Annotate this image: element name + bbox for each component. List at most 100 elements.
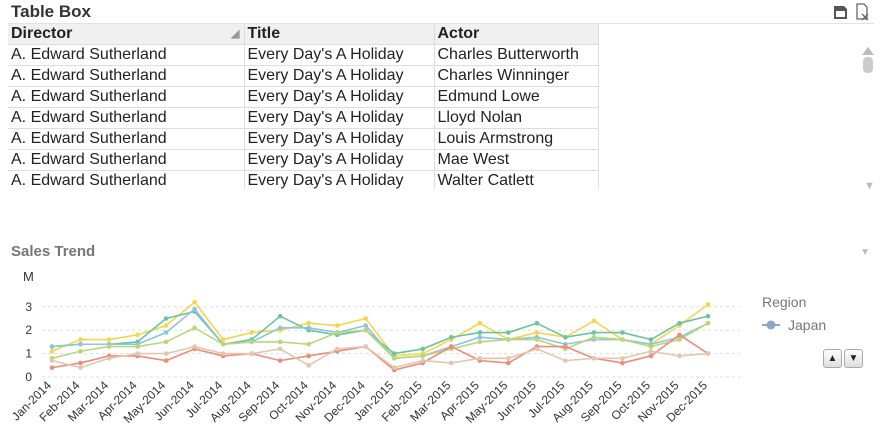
data-point xyxy=(420,346,426,352)
cell-director[interactable]: A. Edward Sutherland xyxy=(8,170,245,189)
data-point xyxy=(591,334,597,340)
data-point xyxy=(648,337,654,342)
table-box-toolbar xyxy=(832,2,872,22)
scroll-down-button[interactable]: ▼ xyxy=(844,349,863,368)
data-point xyxy=(363,316,369,321)
series-line xyxy=(51,300,709,357)
cell-actor[interactable]: Mae West xyxy=(434,149,599,171)
data-point xyxy=(163,339,169,345)
column-header-title[interactable]: Title xyxy=(244,24,435,45)
data-point xyxy=(106,337,112,342)
cell-actor[interactable]: Edmund Lowe xyxy=(434,86,599,108)
data-point xyxy=(506,330,511,335)
legend-marker-icon xyxy=(762,320,780,330)
cell-title[interactable]: Every Day's A Holiday xyxy=(244,107,435,129)
data-point xyxy=(277,346,283,352)
data-point xyxy=(249,351,254,356)
chart-menu-arrow-icon[interactable]: ▼ xyxy=(860,247,870,258)
table-row[interactable]: A. Edward Sutherland Every Day's A Holida… xyxy=(8,149,599,171)
data-point xyxy=(563,344,568,349)
data-point xyxy=(563,334,568,340)
data-point xyxy=(534,337,540,342)
data-point xyxy=(705,313,711,319)
scrollbar-thumb[interactable] xyxy=(861,47,875,73)
data-point xyxy=(78,337,83,342)
data-point xyxy=(705,302,711,307)
data-point xyxy=(648,348,654,354)
table-box-grid: Director ◢ Title Actor A. Edward Sutherla… xyxy=(8,24,608,189)
y-tick-label: 2 xyxy=(25,323,32,337)
data-point xyxy=(249,339,254,345)
cell-actor[interactable]: Charles Winninger xyxy=(434,65,599,87)
table-box-divider xyxy=(8,23,874,24)
data-point xyxy=(677,337,682,342)
cell-title[interactable]: Every Day's A Holiday xyxy=(244,44,435,66)
cell-title[interactable]: Every Day's A Holiday xyxy=(244,65,435,87)
data-point xyxy=(591,318,597,324)
data-point xyxy=(135,344,140,349)
series-line xyxy=(51,308,709,360)
data-point xyxy=(620,355,625,361)
data-point xyxy=(277,325,283,331)
table-row[interactable]: A. Edward Sutherland Every Day's A Holida… xyxy=(8,86,599,108)
data-point xyxy=(334,323,340,328)
clear-selection-icon[interactable] xyxy=(854,2,872,22)
cell-director[interactable]: A. Edward Sutherland xyxy=(8,65,245,87)
data-point xyxy=(591,355,597,361)
table-row[interactable]: A. Edward Sutherland Every Day's A Holida… xyxy=(8,107,599,129)
cell-director[interactable]: A. Edward Sutherland xyxy=(8,149,245,171)
cell-director[interactable]: A. Edward Sutherland xyxy=(8,128,245,150)
data-point xyxy=(106,344,112,349)
data-point xyxy=(106,355,112,361)
cell-actor[interactable]: Walter Catlett xyxy=(434,170,599,189)
cell-title[interactable]: Every Day's A Holiday xyxy=(244,86,435,108)
cell-actor[interactable]: Lloyd Nolan xyxy=(434,107,599,129)
y-tick-label: 1 xyxy=(25,347,32,361)
column-header-actor[interactable]: Actor xyxy=(434,24,599,45)
legend-item-label: Japan xyxy=(788,317,827,333)
data-point xyxy=(78,341,83,347)
data-point xyxy=(620,330,625,335)
cell-director[interactable]: A. Edward Sutherland xyxy=(8,44,245,66)
data-point xyxy=(49,365,55,370)
data-point xyxy=(449,344,454,349)
data-point xyxy=(306,320,311,326)
legend-item-japan[interactable]: Japan xyxy=(762,317,826,333)
y-tick-label: 3 xyxy=(25,300,32,314)
cell-title[interactable]: Every Day's A Holiday xyxy=(244,149,435,171)
cell-actor[interactable]: Charles Butterworth xyxy=(434,44,599,66)
data-point xyxy=(620,360,625,366)
data-point xyxy=(334,346,340,352)
data-point xyxy=(363,344,369,349)
data-point xyxy=(163,358,169,363)
cell-title[interactable]: Every Day's A Holiday xyxy=(244,128,435,150)
data-point xyxy=(391,351,397,356)
table-row[interactable]: A. Edward Sutherland Every Day's A Holida… xyxy=(8,65,599,87)
data-point xyxy=(78,348,83,354)
data-point xyxy=(705,320,711,326)
data-point xyxy=(163,351,169,356)
cell-actor[interactable]: Louis Armstrong xyxy=(434,128,599,150)
table-header-row: Director ◢ Title Actor xyxy=(8,24,599,45)
scroll-down-arrow[interactable]: ▼ xyxy=(864,180,875,192)
table-row[interactable]: A. Edward Sutherland Every Day's A Holida… xyxy=(8,170,599,189)
data-point xyxy=(220,337,226,342)
data-point xyxy=(391,355,397,361)
sales-trend-title: Sales Trend xyxy=(11,243,96,260)
export-icon[interactable] xyxy=(832,2,850,22)
data-point xyxy=(163,323,169,328)
data-point xyxy=(477,320,483,326)
data-point xyxy=(391,365,397,370)
column-header-director[interactable]: Director ◢ xyxy=(8,24,245,45)
table-row[interactable]: A. Edward Sutherland Every Day's A Holida… xyxy=(8,128,599,150)
cell-director[interactable]: A. Edward Sutherland xyxy=(8,86,245,108)
scroll-up-button[interactable]: ▲ xyxy=(823,349,842,368)
data-point xyxy=(306,325,311,331)
cell-title[interactable]: Every Day's A Holiday xyxy=(244,170,435,189)
table-row[interactable]: A. Edward Sutherland Every Day's A Holida… xyxy=(8,44,599,66)
cell-director[interactable]: A. Edward Sutherland xyxy=(8,107,245,129)
sales-trend-chart: M0123Jan-2014Feb-2014Mar-2014Apr-2014May… xyxy=(9,269,740,426)
data-point xyxy=(334,330,340,335)
data-point xyxy=(591,330,597,335)
data-point xyxy=(506,355,511,361)
